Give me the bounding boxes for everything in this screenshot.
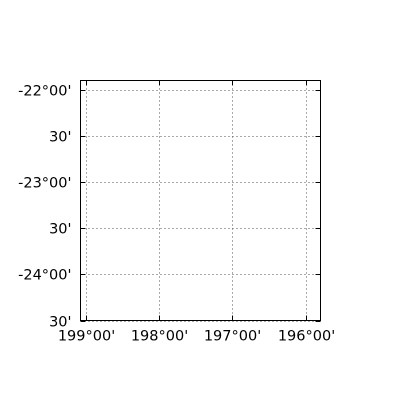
grid-layer	[80, 80, 321, 322]
y-tick-label-3: 30'	[49, 222, 71, 238]
plot-frame	[80, 80, 321, 321]
y-tick-label-5: 30'	[49, 315, 71, 331]
label-layer: 199°00' 198°00' 197°00' 196°00' -22°00' 30' -2…	[18, 84, 335, 345]
y-tick-label-0: -22°00'	[18, 84, 71, 100]
tick-layer	[80, 80, 321, 322]
y-tick-label-2: -23°00'	[18, 176, 71, 192]
x-tick-label-1: 198°00'	[131, 329, 188, 345]
x-tick-label-2: 197°00'	[204, 329, 261, 345]
x-tick-label-3: 196°00'	[278, 329, 335, 345]
y-tick-label-1: 30'	[49, 130, 71, 146]
y-tick-label-4: -24°00'	[18, 268, 71, 284]
x-tick-label-0: 199°00'	[58, 329, 115, 345]
